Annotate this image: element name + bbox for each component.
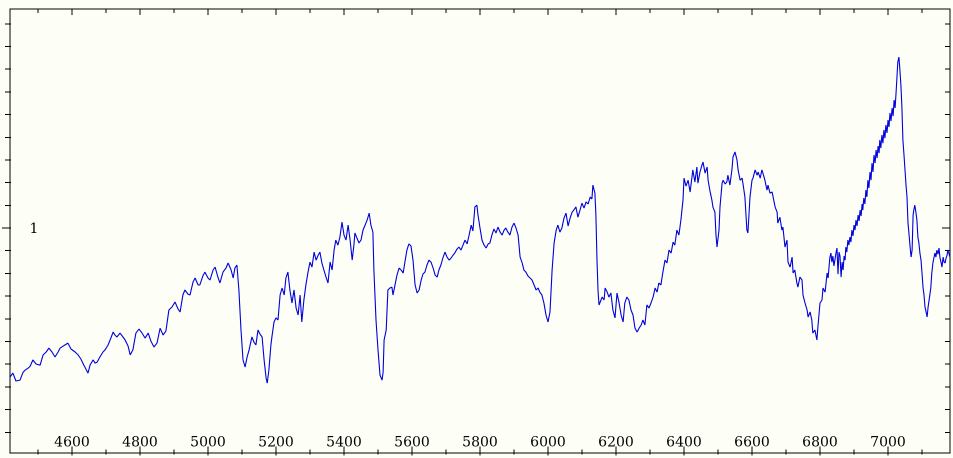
- x-tick-label: 5400: [326, 435, 362, 451]
- x-tick-label: 7000: [870, 435, 906, 451]
- x-tick-label: 5600: [394, 435, 430, 451]
- x-tick-label: 6600: [734, 435, 770, 451]
- x-tick-label: 6200: [598, 435, 634, 451]
- x-tick-label: 5200: [258, 435, 294, 451]
- y-tick-label: 1: [30, 221, 39, 237]
- x-tick-label: 6800: [802, 435, 838, 451]
- x-tick-label: 6400: [666, 435, 702, 451]
- x-tick-label: 4800: [122, 435, 158, 451]
- x-tick-label: 5000: [190, 435, 226, 451]
- x-tick-label: 6000: [530, 435, 566, 451]
- spectrum-line: [9, 56, 951, 384]
- x-tick-label: 5800: [462, 435, 498, 451]
- x-tick-label: 4600: [54, 435, 90, 451]
